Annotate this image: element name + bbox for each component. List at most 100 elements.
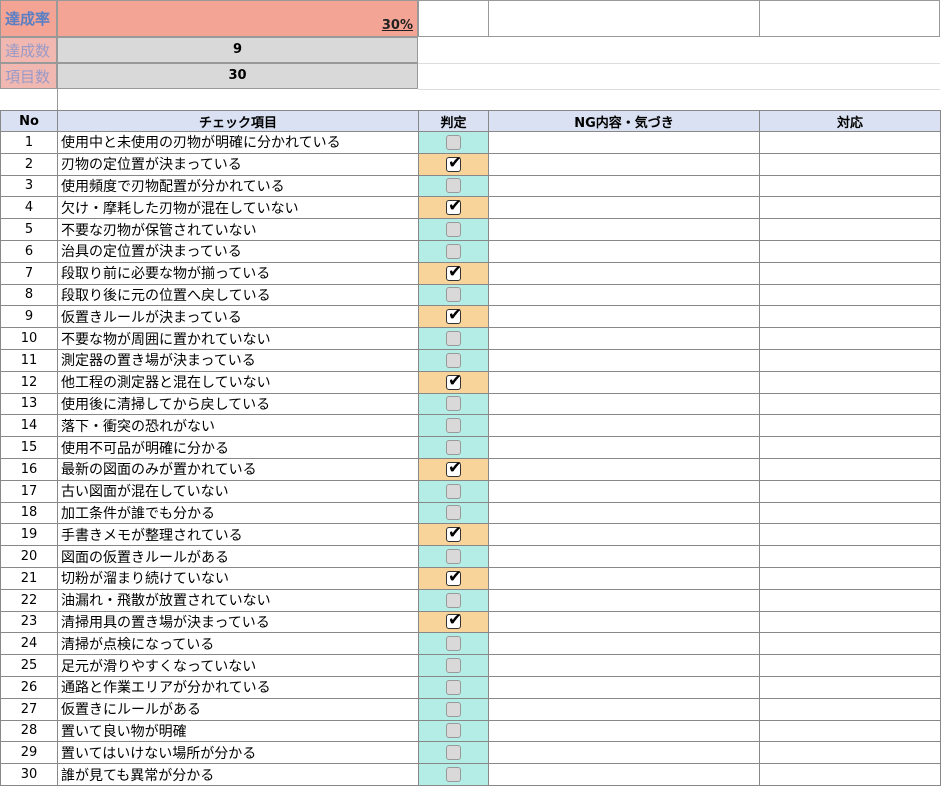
unchecked-checkbox[interactable]	[446, 418, 461, 434]
unchecked-checkbox[interactable]	[446, 287, 461, 303]
unchecked-checkbox[interactable]	[446, 352, 461, 368]
action-cell[interactable]	[759, 545, 941, 568]
action-cell[interactable]	[759, 348, 941, 372]
empty-cell[interactable]	[418, 0, 489, 37]
judge-cell[interactable]	[418, 479, 489, 503]
ng-notes-cell[interactable]	[488, 654, 760, 677]
ng-notes-cell[interactable]	[488, 370, 760, 394]
action-cell[interactable]	[759, 479, 941, 503]
action-cell[interactable]	[759, 610, 941, 634]
action-cell[interactable]	[759, 131, 941, 154]
ng-notes-cell[interactable]	[488, 283, 760, 307]
ng-notes-cell[interactable]	[488, 675, 760, 699]
judge-cell[interactable]	[418, 305, 489, 329]
ng-notes-cell[interactable]	[488, 523, 760, 547]
judge-cell[interactable]	[418, 566, 489, 590]
judge-cell[interactable]	[418, 196, 489, 220]
judge-cell[interactable]	[418, 501, 489, 525]
judge-cell[interactable]	[418, 610, 489, 634]
action-cell[interactable]	[759, 566, 941, 590]
action-cell[interactable]	[759, 457, 941, 481]
unchecked-checkbox[interactable]	[446, 222, 461, 238]
action-cell[interactable]	[759, 327, 941, 350]
action-cell[interactable]	[759, 741, 941, 765]
action-cell[interactable]	[759, 719, 941, 743]
ng-notes-cell[interactable]	[488, 261, 760, 285]
unchecked-checkbox[interactable]	[446, 701, 461, 717]
judge-cell[interactable]	[418, 239, 489, 263]
ng-notes-cell[interactable]	[488, 218, 760, 241]
ng-notes-cell[interactable]	[488, 152, 760, 176]
empty-cell[interactable]	[759, 0, 940, 37]
ng-notes-cell[interactable]	[488, 610, 760, 634]
action-cell[interactable]	[759, 174, 941, 198]
checked-checkbox[interactable]	[446, 154, 462, 173]
ng-notes-cell[interactable]	[488, 632, 760, 656]
unchecked-checkbox[interactable]	[446, 178, 461, 194]
checked-checkbox[interactable]	[446, 372, 462, 391]
unchecked-checkbox[interactable]	[446, 440, 461, 456]
judge-cell[interactable]	[418, 632, 489, 656]
checked-checkbox[interactable]	[446, 307, 462, 325]
judge-cell[interactable]	[418, 348, 489, 372]
ng-notes-cell[interactable]	[488, 697, 760, 721]
ng-notes-cell[interactable]	[488, 239, 760, 263]
unchecked-checkbox[interactable]	[446, 331, 461, 347]
action-cell[interactable]	[759, 392, 941, 416]
judge-cell[interactable]	[418, 327, 489, 350]
unchecked-checkbox[interactable]	[446, 745, 461, 761]
action-cell[interactable]	[759, 414, 941, 438]
ng-notes-cell[interactable]	[488, 348, 760, 372]
checked-checkbox[interactable]	[446, 612, 462, 630]
unchecked-checkbox[interactable]	[446, 505, 461, 521]
action-cell[interactable]	[759, 436, 941, 459]
judge-cell[interactable]	[418, 654, 489, 677]
ng-notes-cell[interactable]	[488, 588, 760, 612]
ng-notes-cell[interactable]	[488, 436, 760, 459]
ng-notes-cell[interactable]	[488, 479, 760, 503]
ng-notes-cell[interactable]	[488, 545, 760, 568]
unchecked-checkbox[interactable]	[446, 658, 461, 674]
ng-notes-cell[interactable]	[488, 174, 760, 198]
judge-cell[interactable]	[418, 370, 489, 394]
ng-notes-cell[interactable]	[488, 741, 760, 765]
unchecked-checkbox[interactable]	[446, 679, 461, 695]
judge-cell[interactable]	[418, 283, 489, 307]
action-cell[interactable]	[759, 697, 941, 721]
ng-notes-cell[interactable]	[488, 719, 760, 743]
action-cell[interactable]	[759, 283, 941, 307]
checked-checkbox[interactable]	[446, 568, 462, 587]
empty-cell[interactable]	[488, 0, 760, 37]
judge-cell[interactable]	[418, 218, 489, 241]
ng-notes-cell[interactable]	[488, 196, 760, 220]
judge-cell[interactable]	[418, 697, 489, 721]
judge-cell[interactable]	[418, 763, 489, 786]
action-cell[interactable]	[759, 152, 941, 176]
action-cell[interactable]	[759, 261, 941, 285]
action-cell[interactable]	[759, 218, 941, 241]
action-cell[interactable]	[759, 239, 941, 263]
action-cell[interactable]	[759, 632, 941, 656]
checked-checkbox[interactable]	[446, 525, 462, 543]
unchecked-checkbox[interactable]	[446, 767, 461, 782]
action-cell[interactable]	[759, 588, 941, 612]
action-cell[interactable]	[759, 675, 941, 699]
action-cell[interactable]	[759, 763, 941, 786]
checked-checkbox[interactable]	[446, 198, 462, 216]
action-cell[interactable]	[759, 305, 941, 329]
ng-notes-cell[interactable]	[488, 131, 760, 154]
judge-cell[interactable]	[418, 261, 489, 285]
judge-cell[interactable]	[418, 588, 489, 612]
judge-cell[interactable]	[418, 392, 489, 416]
judge-cell[interactable]	[418, 436, 489, 459]
ng-notes-cell[interactable]	[488, 763, 760, 786]
unchecked-checkbox[interactable]	[446, 243, 461, 259]
action-cell[interactable]	[759, 196, 941, 220]
ng-notes-cell[interactable]	[488, 305, 760, 329]
judge-cell[interactable]	[418, 457, 489, 481]
judge-cell[interactable]	[418, 174, 489, 198]
judge-cell[interactable]	[418, 675, 489, 699]
action-cell[interactable]	[759, 501, 941, 525]
unchecked-checkbox[interactable]	[446, 592, 461, 608]
judge-cell[interactable]	[418, 741, 489, 765]
